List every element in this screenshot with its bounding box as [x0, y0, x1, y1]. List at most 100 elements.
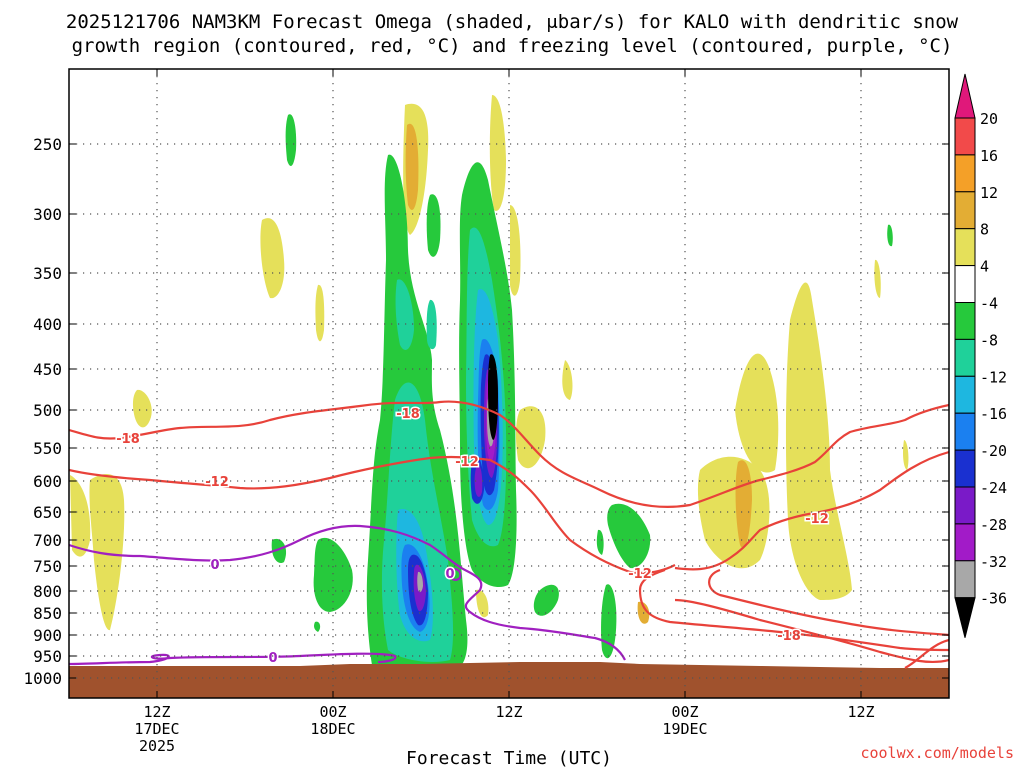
colorbar-label: 16	[980, 147, 998, 165]
y-tick-label: 450	[33, 360, 62, 379]
chart-title-line1: 2025121706 NAM3KM Forecast Omega (shaded…	[66, 11, 959, 33]
colorbar-bin	[954, 560, 976, 599]
colorbar-top-arrow	[954, 73, 976, 119]
x-tick-label: 12Z	[847, 703, 874, 721]
y-tick-label: 300	[33, 205, 62, 224]
colorbar-label: -20	[980, 442, 1007, 460]
y-tick-label: 700	[33, 531, 62, 550]
x-axis-label: Forecast Time (UTC)	[406, 748, 612, 768]
colorbar-label: -28	[980, 516, 1007, 534]
contour-line	[708, 568, 949, 637]
contour-line	[69, 652, 397, 666]
omega-region	[417, 571, 423, 593]
y-tick-label: 950	[33, 647, 62, 666]
x-tick-label: 12Z	[495, 703, 522, 721]
contour-label: -12	[205, 475, 229, 490]
colorbar-bin	[954, 486, 976, 525]
contour-label: -18	[777, 629, 801, 644]
contour-line	[638, 568, 949, 652]
omega-region	[315, 284, 325, 342]
y-tick-label: 550	[33, 439, 62, 458]
omega-region	[874, 259, 881, 298]
colorbar-bin	[954, 228, 976, 267]
omega-region	[607, 503, 651, 569]
colorbar-bin	[954, 117, 976, 156]
colorbar-label: -32	[980, 553, 1007, 571]
omega-region	[785, 282, 852, 600]
colorbar-bin	[954, 265, 976, 304]
omega-region	[887, 224, 893, 247]
contour-label: -12	[455, 455, 479, 470]
y-tick-label: 900	[33, 626, 62, 645]
contour-label: -18	[396, 407, 420, 422]
colorbar-label: -12	[980, 368, 1007, 386]
colorbar-bin	[954, 412, 976, 451]
terrain	[69, 662, 949, 698]
colorbar-bin	[954, 338, 976, 377]
omega-region	[474, 464, 483, 497]
x-tick-label: 00Z	[671, 703, 698, 721]
colorbar-label: 20	[980, 110, 998, 128]
y-tick-label: 350	[33, 264, 62, 283]
omega-region	[515, 406, 546, 469]
contour-label: 0	[445, 567, 454, 582]
contour-label: -12	[628, 567, 652, 582]
omega-region	[70, 475, 91, 557]
omega-region	[562, 360, 573, 400]
contours: -18 -18 -12 -12 -12 -12 -18 0 0 0	[69, 400, 949, 669]
y-tick-label: 750	[33, 557, 62, 576]
x-tick-label: 17DEC	[134, 720, 179, 738]
colorbar-label: 12	[980, 184, 998, 202]
contour-line	[69, 400, 949, 508]
omega-region	[601, 584, 617, 659]
y-tick-label: 1000	[23, 669, 62, 688]
contour-line	[446, 568, 462, 581]
x-tick-label: 18DEC	[310, 720, 355, 738]
omega-region	[395, 279, 414, 350]
omega-region	[260, 218, 285, 299]
contour-label: 0	[268, 651, 277, 666]
contour-line	[674, 450, 949, 571]
omega-region	[285, 114, 297, 166]
x-tick-label: 00Z	[319, 703, 346, 721]
colorbar-bin	[954, 191, 976, 230]
y-tick-label: 400	[33, 315, 62, 334]
omega-region	[489, 95, 506, 211]
colorbar-bin	[954, 375, 976, 414]
contour-line	[69, 455, 676, 574]
colorbar-bin	[954, 523, 976, 562]
contour-line	[69, 524, 626, 661]
colorbar-label: -4	[980, 295, 998, 313]
omega-region	[488, 354, 498, 440]
contour-label: -12	[805, 512, 829, 527]
omega-region	[405, 123, 419, 210]
omega-region	[533, 584, 559, 616]
omega-region	[314, 621, 321, 632]
credit-link[interactable]: coolwx.com/models	[860, 744, 1014, 762]
colorbar: 20 16 12 8 4 -4 -8 -12 -16 -20 -24 -28 -32 -36	[954, 73, 1007, 638]
y-tick-label: 500	[33, 401, 62, 420]
y-tick-label: 850	[33, 604, 62, 623]
omega-region	[596, 529, 604, 555]
contour-label: 0	[210, 558, 219, 573]
colorbar-label: -16	[980, 405, 1007, 423]
y-tick-label: 250	[33, 135, 62, 154]
omega-region	[697, 456, 770, 569]
chart-title-line2: growth region (contoured, red, °C) and f…	[72, 35, 953, 57]
omega-region	[735, 460, 752, 548]
y-tick-label: 600	[33, 472, 62, 491]
colorbar-label: -8	[980, 331, 998, 349]
colorbar-bin	[954, 449, 976, 488]
y-axis: 250 300 350 400 450 500 550 600 650 700 750 800 850 9…	[23, 135, 949, 688]
colorbar-label: -36	[980, 590, 1007, 608]
omega-region	[313, 537, 353, 612]
omega-region	[426, 299, 437, 350]
omega-region	[476, 589, 489, 618]
colorbar-bin	[954, 302, 976, 340]
omega-region	[271, 538, 287, 564]
omega-region	[510, 205, 521, 296]
y-tick-label: 800	[33, 582, 62, 601]
omega-shading	[70, 95, 909, 672]
